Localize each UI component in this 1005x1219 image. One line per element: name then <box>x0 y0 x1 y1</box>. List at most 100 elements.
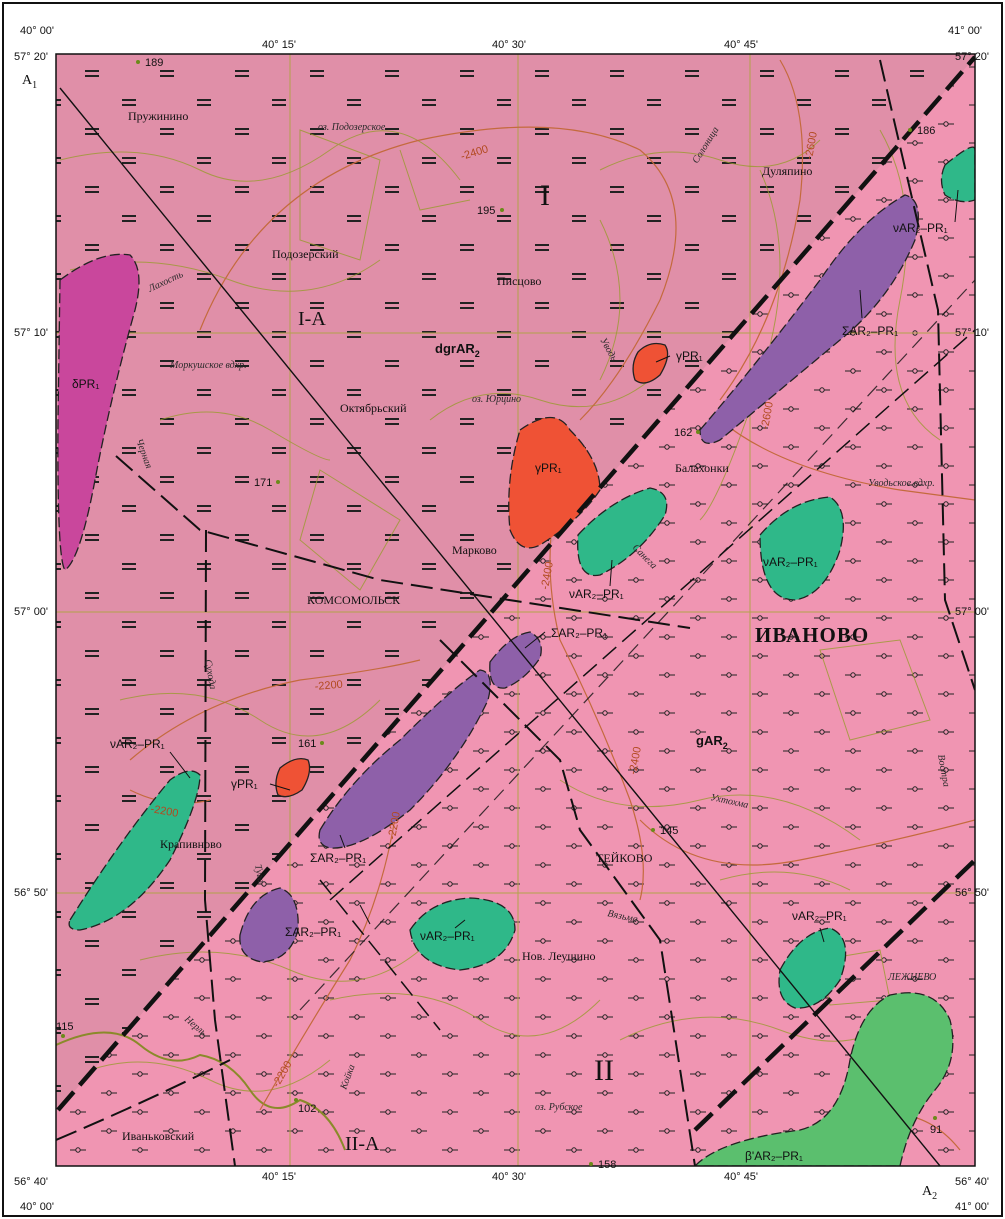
town-krapivnovo: Крапивново <box>160 837 222 851</box>
elevation-115: 115 <box>56 1021 74 1033</box>
nu-intrusion-sanega <box>577 487 668 577</box>
hydro-tuga: Туга <box>252 864 266 884</box>
coord-bottom-lon-2: 40° 30' <box>492 1171 526 1183</box>
region-ii: II <box>594 1054 614 1087</box>
coord-left-lat-2: 57° 00' <box>14 606 48 618</box>
sigma-intrusion-sw <box>239 887 299 963</box>
elevation-158: 158 <box>598 1159 616 1171</box>
sigma-intrusion-small <box>489 631 542 689</box>
profile-end-label: A2 <box>922 1184 937 1202</box>
unit-dgr-label: dgrAR2 <box>435 341 480 359</box>
hydro-oz-rubskoe: оз. Рубское <box>535 1102 583 1113</box>
coord-left-lat-3: 56° 50' <box>14 887 48 899</box>
label-gamma-1: γPR₁ <box>535 461 562 475</box>
nu-intrusion-ne <box>940 146 975 203</box>
elevation-102: 102 <box>298 1103 316 1115</box>
elevation-145: 145 <box>660 825 678 837</box>
nu-intrusion-krapivnovo <box>68 770 201 931</box>
town-lezhnevo: ЛЕЖНЕВО <box>887 972 936 983</box>
coord-right-lat-1: 57° 10' <box>955 327 989 339</box>
region-i: I <box>540 179 550 212</box>
map-frame <box>55 53 976 1167</box>
nu-intrusion-central <box>409 897 516 971</box>
profile-line <box>59 87 941 1166</box>
coord-bottom-lon-4: 41° 00' <box>955 1201 989 1213</box>
coord-top-lon-1: 40° 15' <box>262 39 296 51</box>
label-gamma-2: γPR₁ <box>676 349 703 363</box>
region-ii-a: II-A <box>345 1133 380 1155</box>
delta-intrusion <box>57 253 140 571</box>
unit-g-label: gAR2 <box>696 733 728 751</box>
town-teykovo: ТЕЙКОВО <box>596 851 653 865</box>
river-nerl-line <box>56 1031 346 1151</box>
town-komsomolsk: КОМСОМОЛЬСК <box>307 593 401 607</box>
gamma-intrusion-3 <box>275 757 311 798</box>
coord-right-lat-4: 56° 40' <box>955 1176 989 1188</box>
region-i-a: I-A <box>298 308 326 330</box>
elevation-91: 91 <box>930 1124 942 1136</box>
town-nov-leushino: Нов. Леушино <box>522 949 596 963</box>
isoline-label-3: -2600 <box>759 401 776 431</box>
isoline-label-4: -2400 <box>539 561 556 591</box>
label-nu-1: νAR₂–PR₁ <box>893 221 948 235</box>
elevation-161: 161 <box>298 738 316 750</box>
town-pistsovo: Писцово <box>497 274 541 288</box>
coord-top-lon-4: 41° 00' <box>948 25 982 37</box>
sigma-intrusion-central <box>318 669 491 849</box>
town-podozersky: Подозерский <box>272 247 339 261</box>
label-leaders <box>169 189 959 943</box>
coordinate-grid <box>56 54 975 1166</box>
isoline-label-2: -2600 <box>803 131 820 161</box>
hydro-sukhoda: Сухода <box>202 659 218 691</box>
label-gamma-3: γPR₁ <box>231 777 258 791</box>
coord-bottom-lon-0: 40° 00' <box>20 1201 54 1213</box>
town-dulyapino: Дуляпино <box>762 164 812 178</box>
label-delta: δPR₁ <box>72 377 99 391</box>
isoline-label-5: -2200 <box>314 679 343 693</box>
faults <box>56 55 975 1166</box>
elevation-171: 171 <box>254 477 272 489</box>
profile-start-label: A1 <box>22 73 37 91</box>
coord-left-lat-1: 57° 10' <box>14 327 48 339</box>
label-nu-krapivnovo: νAR₂–PR₁ <box>110 737 165 751</box>
town-ivanovo: ИВАНОВО <box>755 623 869 647</box>
coordinate-labels: 40° 00' 40° 15' 40° 30' 40° 45' 41° 00' … <box>14 25 989 1213</box>
coord-top-lon-3: 40° 45' <box>724 39 758 51</box>
rock-labels: δPR₁ γPR₁ γPR₁ γPR₁ νAR₂–PR₁ ΣAR₂–PR₁ νA… <box>72 221 948 1163</box>
elevation-points: 189 186 195 171 162 161 145 115 102 91 1… <box>56 57 942 1171</box>
hydro-oz-podozerskoe: оз. Подозерское <box>318 122 386 133</box>
isoline-label-6: -2200 <box>149 803 179 820</box>
town-oktyabrsky: Октябрьский <box>340 401 407 415</box>
isoline-label-7: -2200 <box>386 811 403 841</box>
elevation-195: 195 <box>477 205 495 217</box>
isoline-label-8: -2400 <box>627 746 644 776</box>
sigma-intrusion-ne <box>699 194 919 444</box>
coord-left-lat-4: 56° 40' <box>14 1176 48 1188</box>
elevation-186: 186 <box>917 125 935 137</box>
elevation-189: 189 <box>145 57 163 69</box>
label-sigma-ne: ΣAR₂–PR₁ <box>842 324 898 338</box>
hydro-uvodskoe: Уводьское вдхр. <box>868 478 935 489</box>
hydro-oz-yurtsino: оз. Юрцино <box>472 394 521 405</box>
label-sigma-small: ΣAR₂–PR₁ <box>551 626 607 640</box>
town-balakhonki: Балахонки <box>675 461 729 475</box>
coord-bottom-lon-3: 40° 45' <box>724 1171 758 1183</box>
label-nu-sanega: νAR₂–PR₁ <box>569 587 624 601</box>
nu-intrusion-east <box>759 496 844 601</box>
coord-top-lon-2: 40° 30' <box>492 39 526 51</box>
label-nu-lezhnevo: νAR₂–PR₁ <box>792 909 847 923</box>
town-markovo: Марково <box>452 543 497 557</box>
gamma-intrusion-2 <box>632 342 669 384</box>
hydro-morkushskoe: Моркушское вдхр. <box>169 360 247 371</box>
nu-intrusion-lezhnevo <box>778 927 847 1009</box>
coord-right-lat-0: 57° 20' <box>955 51 989 63</box>
elevation-162: 162 <box>674 427 692 439</box>
town-ivankovsky: Иваньковский <box>122 1129 195 1143</box>
coord-right-lat-2: 57° 00' <box>955 606 989 618</box>
label-nu-east: νAR₂–PR₁ <box>763 555 818 569</box>
coord-right-lat-3: 56° 50' <box>955 887 989 899</box>
label-sigma-central: ΣAR₂–PR₁ <box>310 851 366 865</box>
town-pruzhinino: Пружинино <box>128 109 188 123</box>
coord-bottom-lon-1: 40° 15' <box>262 1171 296 1183</box>
